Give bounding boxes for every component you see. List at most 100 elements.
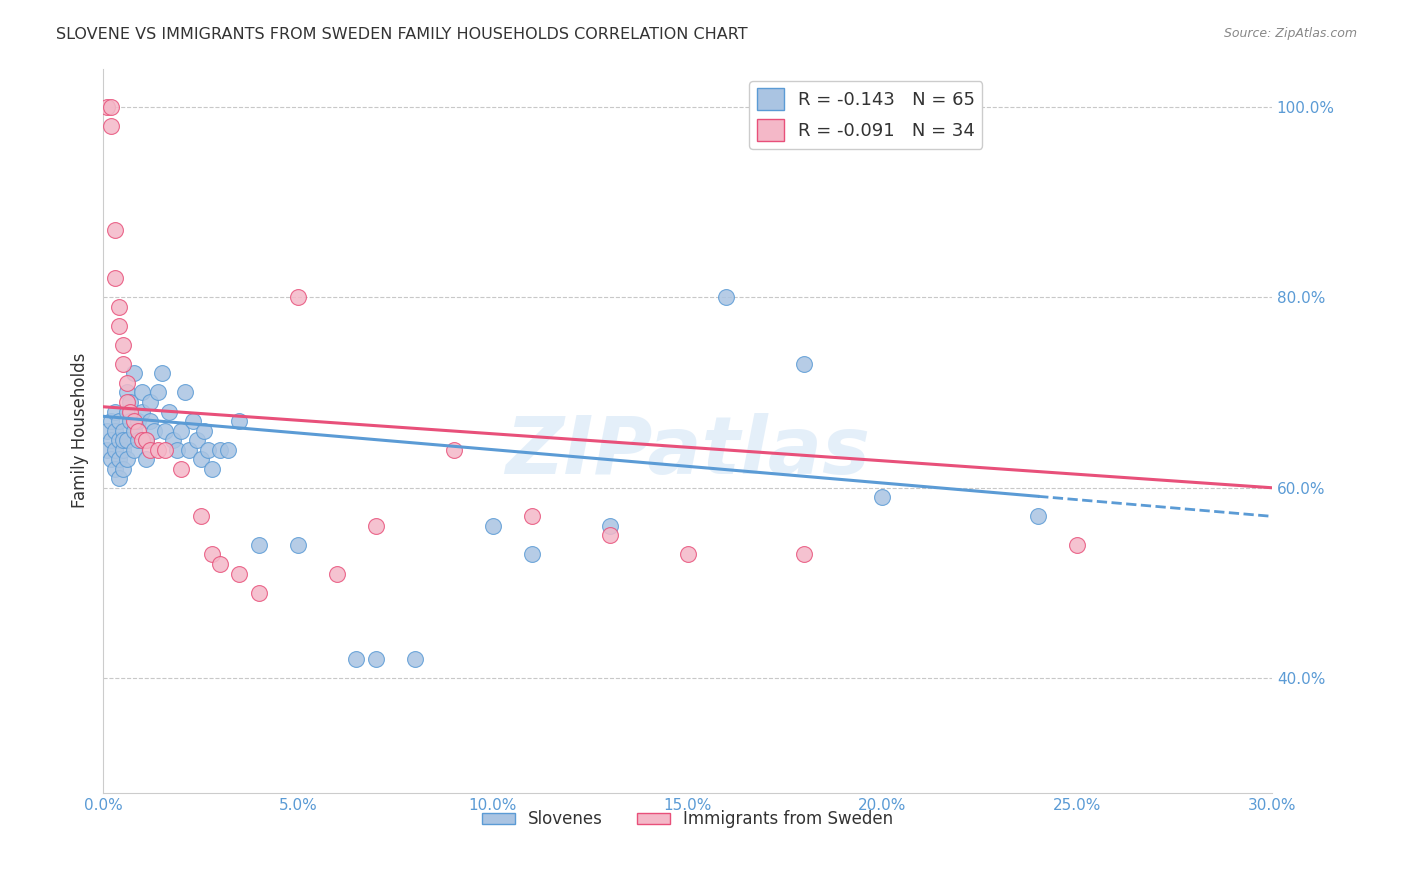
Point: [186, 433, 208, 447]
Point: [115, 452, 138, 467]
Point: [287, 290, 309, 304]
Point: [793, 548, 815, 562]
Point: [193, 424, 215, 438]
Point: [247, 538, 270, 552]
Point: [107, 471, 129, 485]
Point: [107, 414, 129, 428]
Point: [100, 414, 122, 428]
Point: [146, 385, 169, 400]
Point: [127, 433, 149, 447]
Point: [100, 433, 122, 447]
Point: [404, 652, 426, 666]
Point: [872, 490, 894, 504]
Point: [157, 404, 180, 418]
Point: [364, 652, 387, 666]
Point: [150, 367, 173, 381]
Point: [190, 509, 212, 524]
Point: [793, 357, 815, 371]
Point: [104, 424, 127, 438]
Point: [520, 509, 543, 524]
Point: [166, 442, 188, 457]
Point: [197, 442, 219, 457]
Point: [115, 376, 138, 390]
Point: [174, 385, 197, 400]
Point: [115, 395, 138, 409]
Point: [1026, 509, 1049, 524]
Point: [520, 548, 543, 562]
Point: [1066, 538, 1088, 552]
Point: [443, 442, 465, 457]
Legend: Slovenes, Immigrants from Sweden: Slovenes, Immigrants from Sweden: [475, 804, 900, 835]
Text: ZIPatlas: ZIPatlas: [505, 413, 870, 491]
Point: [135, 452, 157, 467]
Point: [676, 548, 699, 562]
Point: [131, 404, 153, 418]
Point: [107, 318, 129, 333]
Point: [111, 433, 134, 447]
Point: [111, 357, 134, 371]
Point: [111, 442, 134, 457]
Point: [599, 528, 621, 542]
Point: [111, 338, 134, 352]
Point: [115, 433, 138, 447]
Point: [135, 433, 157, 447]
Point: [124, 442, 146, 457]
Point: [115, 385, 138, 400]
Point: [120, 404, 142, 418]
Point: [135, 433, 157, 447]
Point: [364, 519, 387, 533]
Point: [120, 395, 142, 409]
Point: [104, 223, 127, 237]
Point: [190, 452, 212, 467]
Point: [104, 461, 127, 475]
Point: [96, 442, 118, 457]
Point: [247, 585, 270, 599]
Point: [124, 424, 146, 438]
Y-axis label: Family Households: Family Households: [72, 353, 89, 508]
Point: [111, 461, 134, 475]
Point: [139, 395, 162, 409]
Point: [481, 519, 503, 533]
Text: Source: ZipAtlas.com: Source: ZipAtlas.com: [1223, 27, 1357, 40]
Point: [127, 414, 149, 428]
Point: [131, 385, 153, 400]
Point: [201, 461, 224, 475]
Point: [344, 652, 367, 666]
Point: [107, 300, 129, 314]
Point: [177, 442, 200, 457]
Point: [111, 424, 134, 438]
Point: [107, 433, 129, 447]
Point: [139, 414, 162, 428]
Point: [142, 424, 165, 438]
Point: [131, 433, 153, 447]
Point: [170, 424, 193, 438]
Point: [162, 433, 184, 447]
Point: [120, 414, 142, 428]
Point: [287, 538, 309, 552]
Point: [155, 424, 177, 438]
Point: [201, 548, 224, 562]
Point: [326, 566, 349, 581]
Point: [208, 557, 231, 571]
Point: [170, 461, 193, 475]
Point: [127, 424, 149, 438]
Point: [100, 100, 122, 114]
Point: [155, 442, 177, 457]
Point: [124, 367, 146, 381]
Point: [599, 519, 621, 533]
Point: [104, 442, 127, 457]
Point: [228, 414, 250, 428]
Text: SLOVENE VS IMMIGRANTS FROM SWEDEN FAMILY HOUSEHOLDS CORRELATION CHART: SLOVENE VS IMMIGRANTS FROM SWEDEN FAMILY…: [56, 27, 748, 42]
Point: [100, 452, 122, 467]
Point: [96, 424, 118, 438]
Point: [104, 404, 127, 418]
Point: [181, 414, 204, 428]
Point: [115, 404, 138, 418]
Point: [100, 119, 122, 133]
Point: [139, 442, 162, 457]
Point: [716, 290, 738, 304]
Point: [228, 566, 250, 581]
Point: [107, 452, 129, 467]
Point: [96, 100, 118, 114]
Point: [124, 414, 146, 428]
